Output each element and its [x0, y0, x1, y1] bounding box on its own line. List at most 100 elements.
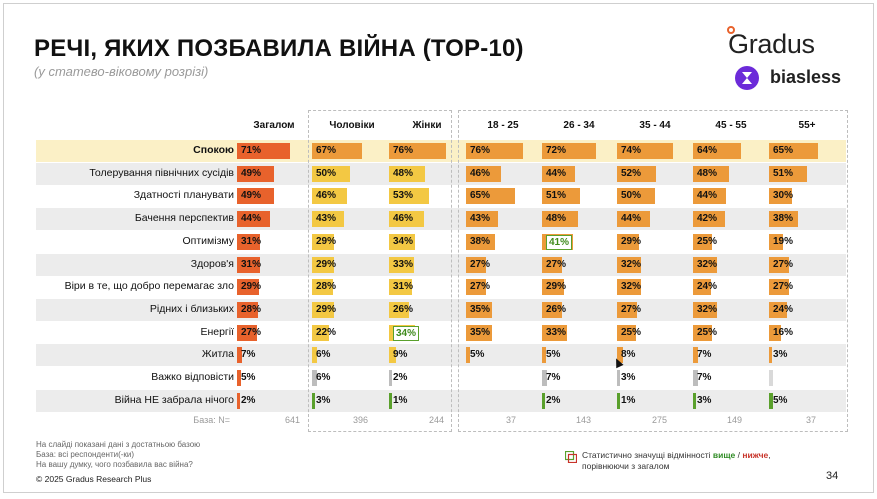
data-label: 22%: [316, 326, 337, 338]
data-label: 51%: [773, 167, 794, 179]
data-label: 35%: [470, 326, 491, 338]
data-label: 44%: [621, 213, 642, 225]
base-value: 37: [505, 415, 516, 425]
data-label: 34%: [393, 235, 414, 247]
row-label-zhytlo: Житла: [201, 348, 234, 361]
data-bar: [617, 347, 623, 364]
data-label: 44%: [546, 167, 567, 179]
data-label: 27%: [470, 258, 491, 270]
data-label: 7%: [241, 349, 256, 361]
data-bar: [237, 233, 261, 250]
data-label: 29%: [546, 281, 567, 293]
data-label: 71%: [241, 145, 262, 156]
slide: РЕЧІ, ЯКИХ ПОЗБАВИЛА ВІЙНА (ТОР-10) (у с…: [3, 3, 874, 493]
base-value: 37: [805, 415, 816, 425]
data-label: 25%: [697, 235, 718, 247]
data-label: 31%: [241, 235, 262, 247]
row-label-planuvannia: Здатності планувати: [133, 189, 234, 202]
legend-prefix: Статистично значущі відмінності: [582, 450, 711, 460]
base-value: 149: [726, 415, 742, 425]
data-bar: [693, 347, 699, 364]
page-subtitle: (у статево-віковому розрізі): [34, 64, 209, 79]
data-label: 51%: [546, 190, 567, 202]
data-bar: [312, 324, 329, 341]
data-bar: [466, 233, 495, 250]
data-bar: [693, 233, 712, 250]
data-bar: [466, 324, 493, 341]
data-bar: [389, 233, 415, 250]
row-label-zdorovia: Здоров'я: [190, 257, 234, 270]
data-bar: [542, 211, 578, 228]
data-bar: [693, 370, 699, 386]
data-bar: [617, 256, 641, 273]
column-header: 26 - 34: [563, 120, 595, 131]
data-bar: [542, 165, 575, 182]
column-header: Чоловіки: [329, 120, 375, 131]
data-label: 6%: [316, 349, 331, 361]
data-label: 72%: [546, 145, 567, 156]
data-bar: [769, 256, 790, 273]
gender-group-frame: [308, 110, 452, 432]
column-header: 45 - 55: [715, 120, 747, 131]
data-bar: [237, 370, 241, 386]
data-bar: [237, 256, 261, 273]
data-bar: [769, 301, 787, 318]
base-value: 396: [352, 415, 368, 425]
data-label: 26%: [546, 303, 567, 315]
data-label: 8%: [621, 349, 636, 361]
base-label: База: N=: [193, 415, 230, 425]
data-bar: [237, 143, 291, 159]
biasless-logo-icon: [735, 66, 759, 90]
data-bar: [312, 347, 317, 364]
data-label: 24%: [697, 281, 718, 293]
footnote-question: На вашу думку, чого позбавила вас війна?: [36, 460, 193, 469]
copyright: © 2025 Gradus Research Plus: [36, 474, 152, 484]
data-bar: [617, 233, 639, 250]
data-label: 2%: [393, 372, 408, 383]
row-label-ridni: Рідних і близьких: [149, 302, 234, 315]
data-label: 5%: [546, 349, 561, 361]
data-label: 35%: [470, 303, 491, 315]
data-bar: [389, 165, 425, 182]
data-bar: [542, 256, 563, 273]
data-label: 38%: [470, 235, 491, 247]
data-label: 7%: [546, 372, 561, 383]
data-bar: [769, 279, 790, 296]
data-label: 31%: [241, 258, 262, 270]
data-label: 48%: [393, 167, 414, 179]
data-bar: [542, 188, 581, 205]
data-bar: [693, 188, 726, 205]
data-bar: [466, 211, 499, 228]
data-bar: [389, 211, 424, 228]
data-bar: [312, 279, 333, 296]
row-label-vazhko: Важко відповісти: [151, 371, 234, 383]
data-bar: [617, 279, 641, 296]
data-bar: [769, 165, 808, 182]
data-label: 29%: [621, 235, 642, 247]
biasless-logo: biasless: [770, 67, 842, 87]
data-label: 3%: [773, 349, 788, 361]
data-bar: [466, 188, 515, 205]
data-bar: [693, 301, 717, 318]
data-bar: [693, 324, 712, 341]
footnote-data-basis: На слайді показані дані з достатньою баз…: [36, 440, 201, 449]
data-label: 33%: [393, 258, 414, 270]
data-label: 30%: [773, 190, 794, 202]
data-label: 67%: [316, 145, 337, 156]
data-label: 46%: [316, 190, 337, 202]
data-bar: [312, 392, 315, 409]
data-label: 27%: [773, 258, 794, 270]
data-bar: [237, 301, 258, 318]
data-label: 3%: [697, 394, 712, 406]
data-label: 53%: [393, 190, 414, 202]
data-label: 5%: [773, 394, 788, 406]
data-label: 27%: [241, 326, 262, 338]
data-label: 1%: [621, 394, 636, 406]
data-label: 24%: [773, 303, 794, 315]
data-bar: [466, 143, 523, 159]
data-label: 32%: [621, 258, 642, 270]
data-label: 2%: [546, 394, 561, 406]
age-group-frame: [458, 110, 848, 432]
data-bar: [389, 301, 409, 318]
data-label: 49%: [241, 190, 262, 202]
